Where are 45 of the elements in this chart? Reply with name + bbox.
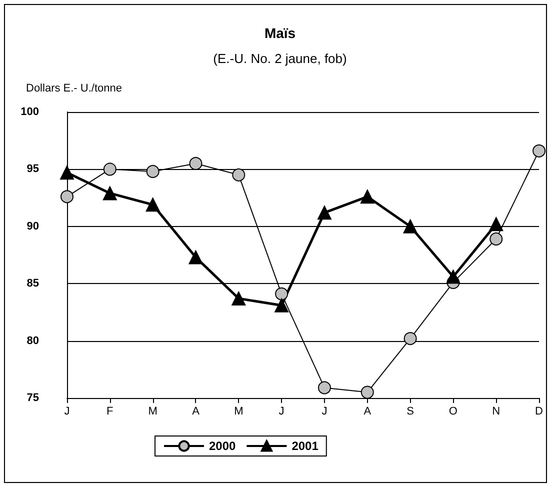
x-tick-label: S bbox=[406, 406, 414, 418]
point bbox=[489, 217, 504, 232]
x-tick-label: A bbox=[192, 406, 200, 418]
point bbox=[189, 156, 202, 170]
point bbox=[318, 381, 331, 394]
x-tick-label: D bbox=[535, 406, 544, 418]
point bbox=[360, 386, 374, 399]
x-tick-label: A bbox=[364, 406, 372, 418]
x-tick-label: J bbox=[64, 406, 70, 418]
point bbox=[360, 190, 374, 204]
point bbox=[60, 166, 74, 180]
point bbox=[188, 250, 203, 264]
point bbox=[146, 198, 160, 212]
point bbox=[490, 232, 503, 246]
point bbox=[532, 144, 546, 158]
point bbox=[232, 291, 246, 306]
point bbox=[404, 332, 417, 346]
point bbox=[103, 162, 116, 176]
y-tick-label: 100 bbox=[20, 106, 39, 118]
point bbox=[102, 186, 117, 200]
legend-label: 2001 bbox=[292, 439, 319, 453]
x-tick-label: O bbox=[448, 406, 458, 418]
y-tick-label: 95 bbox=[26, 163, 39, 176]
x-tick-label: M bbox=[234, 406, 244, 418]
y-tick-label: 80 bbox=[26, 334, 39, 347]
point bbox=[274, 298, 289, 312]
y-axis-title: Dollars E.- U./tonne bbox=[26, 82, 122, 94]
point bbox=[146, 164, 160, 178]
point bbox=[317, 206, 332, 220]
x-tick-label: J bbox=[278, 406, 284, 418]
legend-label: 2000 bbox=[209, 439, 236, 453]
point bbox=[60, 190, 74, 204]
point bbox=[446, 270, 460, 284]
y-tick-label: 75 bbox=[26, 392, 39, 404]
point bbox=[232, 168, 246, 182]
x-tick-label: M bbox=[148, 406, 158, 418]
point bbox=[275, 287, 288, 300]
x-tick-label: F bbox=[106, 406, 114, 418]
point bbox=[403, 219, 418, 234]
chart-title: Maïs bbox=[264, 25, 296, 41]
chart-subtitle: (E.-U. No. 2 jaune, fob) bbox=[213, 51, 347, 66]
y-tick-label: 90 bbox=[26, 220, 39, 232]
x-tick-label: J bbox=[322, 406, 328, 418]
x-tick-label: N bbox=[492, 406, 500, 418]
y-tick-label: 85 bbox=[26, 278, 39, 290]
